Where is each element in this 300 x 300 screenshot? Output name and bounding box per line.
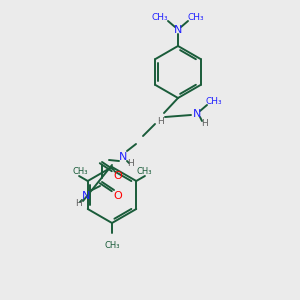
Text: CH₃: CH₃ (206, 97, 222, 106)
Text: CH₃: CH₃ (136, 167, 152, 176)
Text: O: O (114, 171, 122, 181)
Text: CH₃: CH₃ (188, 14, 204, 22)
Text: H: H (127, 158, 134, 167)
Text: CH₃: CH₃ (152, 14, 168, 22)
Text: CH₃: CH₃ (104, 241, 120, 250)
Text: H: H (201, 118, 207, 127)
Text: N: N (119, 152, 127, 162)
Text: H: H (157, 116, 164, 125)
Text: H: H (75, 199, 81, 208)
Text: CH₃: CH₃ (72, 167, 88, 176)
Text: N: N (82, 191, 90, 201)
Text: O: O (114, 191, 122, 201)
Text: N: N (193, 109, 201, 119)
Text: N: N (174, 25, 182, 35)
